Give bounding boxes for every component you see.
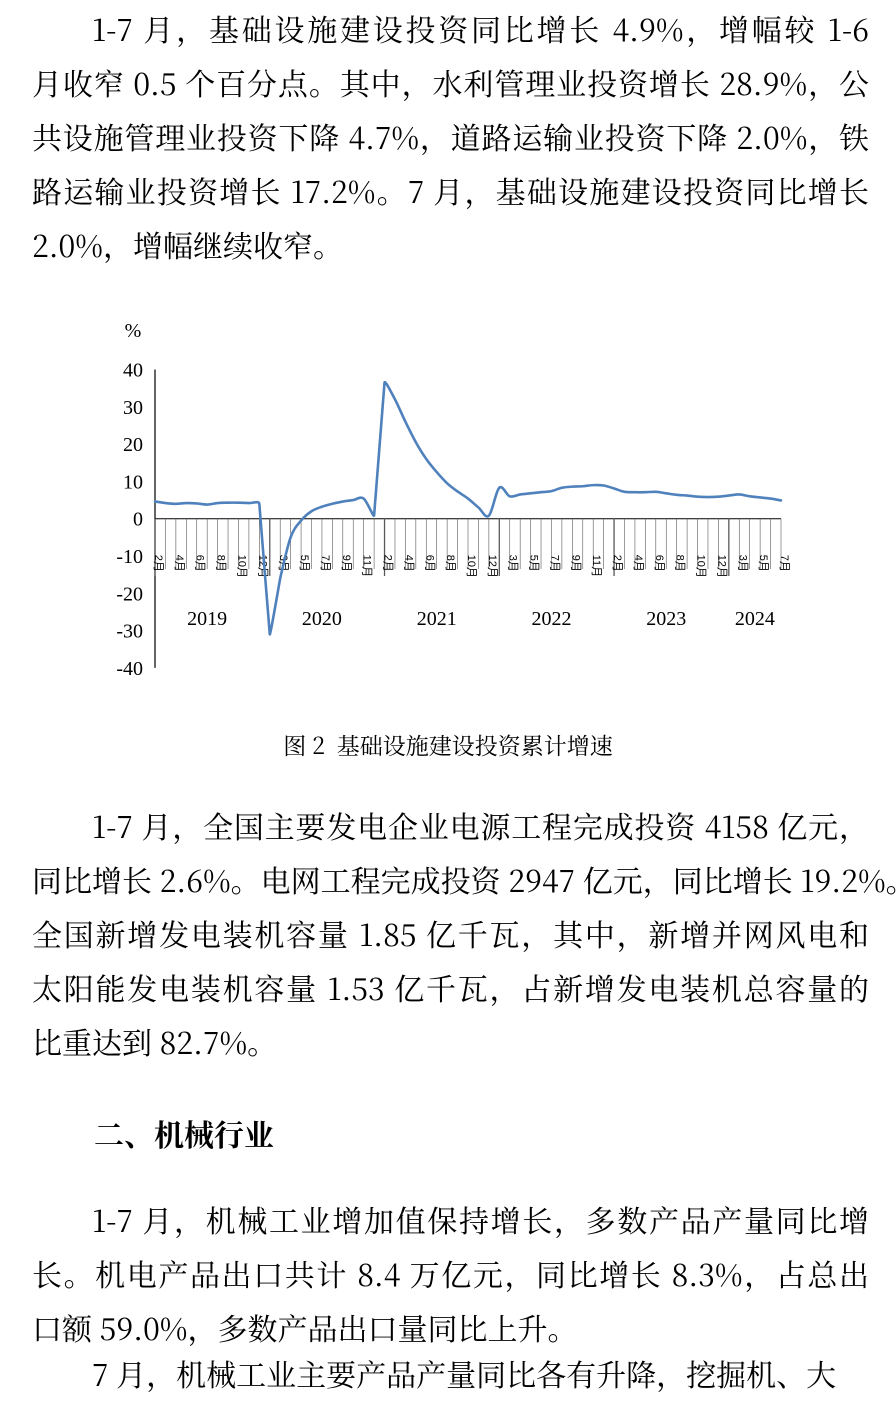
svg-text:7月: 7月 [548,555,560,572]
svg-text:11月: 11月 [361,555,373,577]
svg-text:%: % [125,320,142,342]
svg-text:40: 40 [123,360,143,382]
svg-text:5月: 5月 [298,555,310,572]
svg-text:2023: 2023 [646,608,686,630]
svg-text:-10: -10 [116,546,143,568]
svg-text:2019: 2019 [187,608,227,630]
svg-text:-30: -30 [116,621,143,643]
svg-text:6月: 6月 [423,555,435,572]
svg-text:8月: 8月 [674,555,686,572]
svg-text:4月: 4月 [402,555,414,572]
svg-text:2022: 2022 [531,608,571,630]
svg-text:9月: 9月 [569,555,581,572]
svg-text:10月: 10月 [235,555,247,578]
svg-text:10月: 10月 [465,555,477,578]
svg-text:12月: 12月 [256,555,268,578]
svg-text:2020: 2020 [302,608,342,630]
svg-text:5月: 5月 [528,555,540,572]
svg-text:10月: 10月 [695,555,707,578]
svg-text:11月: 11月 [590,555,602,577]
svg-text:2021: 2021 [417,608,457,630]
svg-text:5月: 5月 [757,555,769,572]
svg-text:20: 20 [123,434,143,456]
svg-text:4月: 4月 [632,555,644,572]
svg-text:0: 0 [133,509,143,531]
svg-text:-40: -40 [116,658,143,680]
svg-text:9月: 9月 [340,555,352,572]
svg-text:12月: 12月 [486,555,498,578]
svg-text:6月: 6月 [653,555,665,572]
svg-text:2024: 2024 [735,608,775,630]
svg-text:8月: 8月 [444,555,456,572]
svg-text:6月: 6月 [194,555,206,572]
svg-text:10: 10 [123,471,143,493]
svg-text:4月: 4月 [173,555,185,572]
svg-text:3月: 3月 [507,555,519,572]
svg-text:7月: 7月 [319,555,331,572]
svg-text:3月: 3月 [736,555,748,572]
svg-text:2月: 2月 [152,555,164,572]
svg-text:8月: 8月 [215,555,227,572]
svg-text:12月: 12月 [715,555,727,578]
svg-text:-20: -20 [116,583,143,605]
svg-text:7月: 7月 [778,555,790,572]
svg-text:2月: 2月 [382,555,394,572]
svg-text:30: 30 [123,397,143,419]
svg-text:2月: 2月 [611,555,623,572]
